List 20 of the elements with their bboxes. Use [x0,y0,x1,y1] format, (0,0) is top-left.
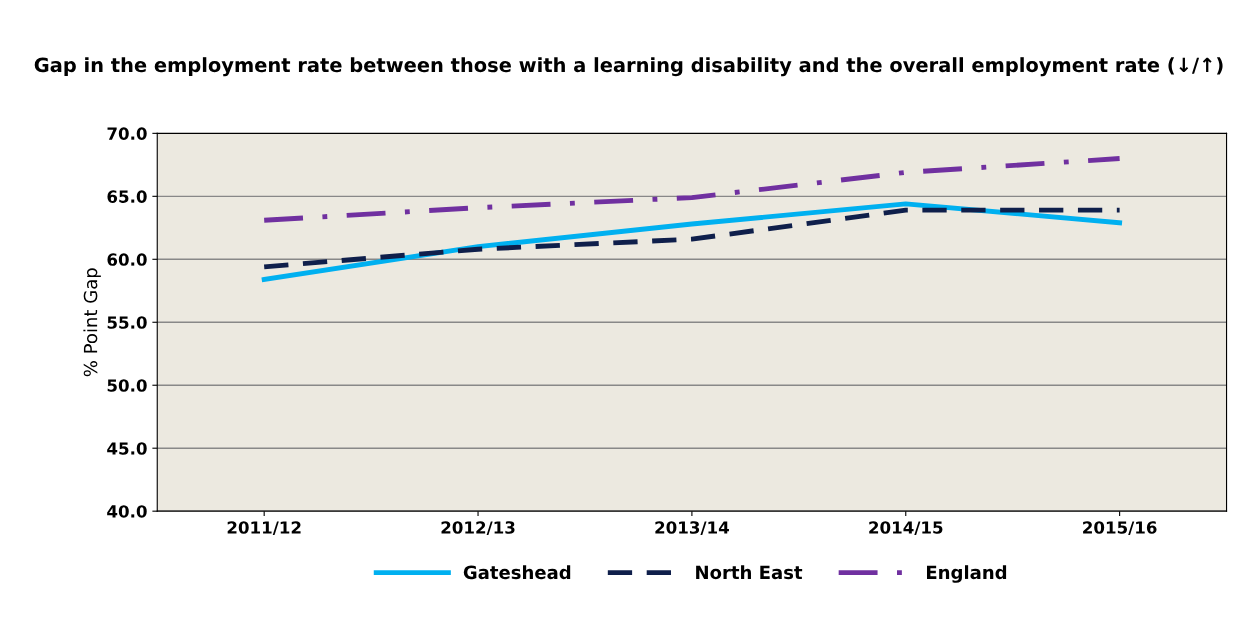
line-series [261,201,1123,282]
line-series [261,207,1123,270]
y-tick-label: 55.0 [107,316,147,329]
y-tick-label: 50.0 [107,379,147,392]
legend-label: Gateshead [463,565,571,580]
x-tick-label: 2013/14 [655,521,729,536]
y-axis-title: % Point Gap [83,268,101,377]
y-tick-label: 70.0 [107,127,147,140]
y-tick-label: 45.0 [107,442,147,455]
y-tick-label: 40.0 [107,505,147,518]
y-tick-label: 60.0 [107,253,147,266]
y-tick-label: 65.0 [107,190,147,203]
x-tick-label: 2014/15 [869,521,943,536]
legend-label: England [927,565,1007,583]
chart-title: Gap in the employment rate between those with a learning disability and the overall employment rate (↓/↑) [34,57,1223,77]
x-tick-label: 2012/13 [441,521,515,536]
x-tick-label: 2011/12 [227,521,301,536]
line-series [261,156,1123,223]
legend-label: North East [696,565,803,580]
x-tick-label: 2015/16 [1083,521,1157,536]
